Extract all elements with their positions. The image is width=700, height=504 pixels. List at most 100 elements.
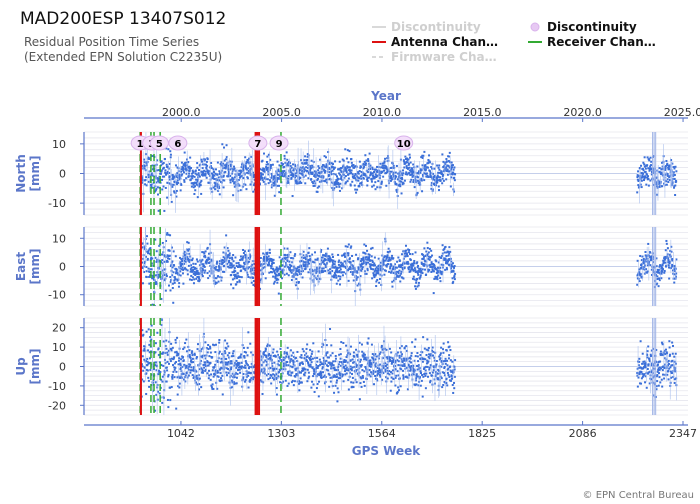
data-point <box>367 160 370 163</box>
data-point <box>337 261 340 264</box>
data-point <box>286 384 289 387</box>
data-point <box>327 174 330 177</box>
data-point <box>395 182 398 185</box>
data-point <box>160 170 163 173</box>
data-point <box>200 386 203 389</box>
data-point <box>252 376 255 379</box>
data-point <box>366 269 369 272</box>
data-point <box>141 365 144 368</box>
data-point <box>403 365 406 368</box>
data-point <box>291 172 294 175</box>
data-point <box>641 167 644 170</box>
data-point <box>154 351 157 354</box>
data-point <box>336 387 339 390</box>
data-point <box>180 258 183 261</box>
data-point <box>190 361 193 364</box>
data-point <box>345 157 348 160</box>
data-point <box>322 356 325 359</box>
data-point <box>386 357 389 360</box>
data-point <box>385 264 388 267</box>
data-point <box>185 268 188 271</box>
data-point <box>206 372 209 375</box>
data-point <box>402 262 405 265</box>
data-point <box>171 286 174 289</box>
data-point <box>176 336 179 339</box>
data-point <box>299 356 302 359</box>
data-point <box>277 278 280 281</box>
data-point <box>215 281 218 284</box>
data-point <box>331 367 334 370</box>
data-point <box>260 174 263 177</box>
data-point <box>335 381 338 384</box>
data-point <box>274 275 277 278</box>
data-point <box>327 356 330 359</box>
data-point <box>243 380 246 383</box>
data-point <box>298 182 301 185</box>
data-point <box>285 256 288 259</box>
data-point <box>639 273 642 276</box>
data-point <box>401 266 404 269</box>
data-point <box>671 269 674 272</box>
data-point <box>638 166 641 169</box>
data-point <box>336 400 339 403</box>
data-point <box>320 259 323 262</box>
data-point <box>238 368 241 371</box>
data-point <box>189 270 192 273</box>
data-point <box>446 170 449 173</box>
data-point <box>445 267 448 270</box>
data-point <box>216 387 219 390</box>
data-point <box>222 251 225 254</box>
data-point <box>673 186 676 189</box>
data-point <box>643 268 646 271</box>
data-point <box>374 188 377 191</box>
data-point <box>335 267 338 270</box>
data-point <box>319 158 322 161</box>
plot-panels: -10010North[mm]-10010East[mm]-20-1001020… <box>14 131 688 416</box>
data-point <box>320 269 323 272</box>
data-point <box>438 171 441 174</box>
data-point <box>170 178 173 181</box>
data-point <box>166 172 169 175</box>
data-point <box>390 257 393 260</box>
data-point <box>426 174 429 177</box>
data-point <box>283 247 286 250</box>
data-point <box>319 373 322 376</box>
data-point <box>660 168 663 171</box>
data-point <box>353 184 356 187</box>
data-point <box>342 271 345 274</box>
data-point <box>308 268 311 271</box>
data-point <box>342 365 345 368</box>
data-point <box>208 374 211 377</box>
data-point <box>317 364 320 367</box>
data-point <box>393 263 396 266</box>
data-point <box>324 270 327 273</box>
data-point <box>386 169 389 172</box>
data-point <box>436 179 439 182</box>
data-point <box>154 282 157 285</box>
data-point <box>178 262 181 265</box>
data-point <box>173 356 176 359</box>
data-point <box>277 292 280 295</box>
data-point <box>170 261 173 264</box>
data-point <box>289 168 292 171</box>
data-point <box>345 372 348 375</box>
data-point <box>339 173 342 176</box>
data-point <box>227 345 230 348</box>
data-point <box>238 184 241 187</box>
data-point <box>313 170 316 173</box>
data-point <box>412 364 415 367</box>
data-point <box>355 364 358 367</box>
data-point <box>271 174 274 177</box>
data-point <box>243 350 246 353</box>
data-point <box>238 362 241 365</box>
data-point <box>230 262 233 265</box>
data-point <box>184 367 187 370</box>
data-point <box>334 265 337 268</box>
data-point <box>249 255 252 258</box>
data-point <box>205 166 208 169</box>
data-point <box>303 162 306 165</box>
data-point <box>347 254 350 257</box>
data-point <box>178 282 181 285</box>
data-point <box>316 382 319 385</box>
data-point <box>371 185 374 188</box>
